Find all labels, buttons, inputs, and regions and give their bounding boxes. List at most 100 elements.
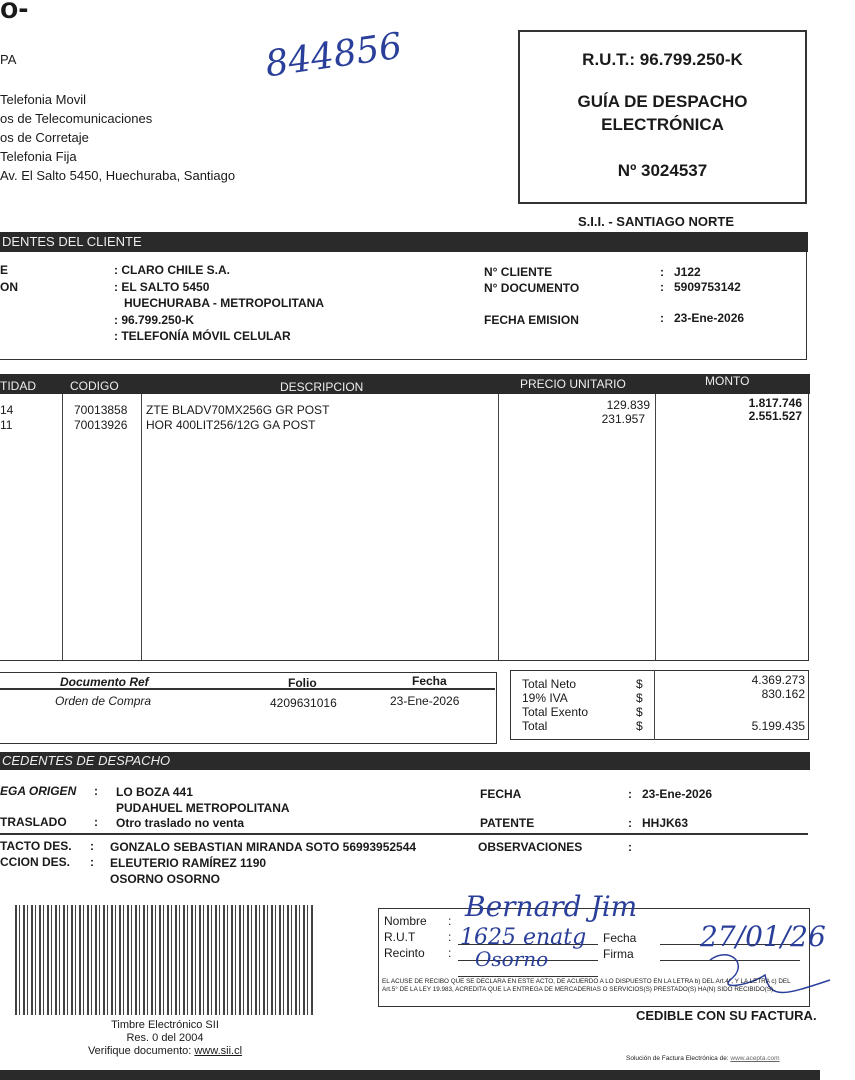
- value: J122: [674, 265, 701, 279]
- label: N° CLIENTE: [484, 265, 553, 279]
- cur: $: [636, 691, 643, 705]
- divider: [654, 670, 655, 740]
- client-labels: E ON: [0, 262, 18, 296]
- dest-address: ELEUTERIO RAMÍREZ 1190: [110, 856, 267, 870]
- total: 5.199.435: [751, 719, 805, 733]
- doc-title-2: ELECTRÓNICA: [601, 115, 724, 134]
- client-header: DENTES DEL CLIENTE: [0, 232, 808, 252]
- price: 231.957: [601, 412, 645, 426]
- document-number: : 5909753142: [660, 280, 741, 294]
- table-row: 11: [0, 418, 12, 432]
- receipt-labels-right: Fecha Firma: [603, 930, 636, 962]
- label: N° DOCUMENTO: [484, 281, 580, 295]
- value: HHJK63: [642, 816, 689, 830]
- handwritten-name: Bernard Jim: [465, 890, 638, 923]
- label: EGA ORIGEN: [0, 784, 77, 798]
- ref-date: 23-Ene-2026: [390, 694, 460, 708]
- issuer-line: Av. El Salto 5450, Huechuraba, Santiago: [0, 168, 236, 183]
- value: 23-Ene-2026: [674, 311, 745, 325]
- contact: GONZALO SEBASTIAN MIRANDA SOTO 569939525…: [110, 840, 417, 854]
- origin: LO BOZA 441: [116, 785, 193, 799]
- cur: $: [636, 719, 643, 733]
- client-box: [0, 252, 807, 360]
- issuer-line: Telefonia Fija: [0, 149, 77, 164]
- divider: [498, 394, 499, 660]
- document-id-box: R.U.T.: 96.799.250-K GUÍA DE DESPACHO EL…: [518, 30, 807, 204]
- colons: :::: [448, 914, 452, 960]
- date-header: Fecha: [412, 674, 447, 688]
- value: 5909753142: [674, 280, 741, 294]
- client-rut: : 96.799.250-K: [114, 312, 195, 327]
- line: [458, 944, 598, 945]
- label: TRASLADO: [0, 815, 67, 829]
- client-info: : CLARO CHILE S.A. : EL SALTO 5450 HUECH…: [114, 262, 324, 345]
- ref-type: Orden de Compra: [55, 694, 152, 708]
- client-number: : J122: [660, 265, 701, 279]
- label: Nombre: [384, 914, 427, 928]
- qty: 11: [0, 418, 13, 432]
- footer-credit: Solución de Factura Electrónica de: www.…: [626, 1055, 780, 1062]
- desc: HOR 400LIT256/12G GA POST: [146, 418, 316, 432]
- label: TACTO DES.: [0, 839, 72, 853]
- stamp-line: Res. 0 del 2004: [126, 1032, 204, 1044]
- label: Firma: [603, 947, 634, 961]
- client-name: : CLARO CHILE S.A.: [114, 263, 230, 277]
- client-city: HUECHURABA - METROPOLITANA: [124, 296, 324, 310]
- line: [660, 960, 800, 961]
- qty: 14: [0, 403, 14, 417]
- stamp-line: Timbre Electrónico SII: [111, 1019, 219, 1031]
- rut: R.U.T.: 96.799.250-K: [582, 50, 743, 69]
- colon: :: [90, 839, 94, 853]
- colon: :: [628, 840, 632, 854]
- iva: 830.162: [761, 687, 805, 701]
- pdf417-barcode: [15, 905, 315, 1015]
- footer-bar: [0, 1070, 820, 1080]
- label: Fecha: [603, 931, 637, 945]
- sii-link[interactable]: www.sii.cl: [194, 1045, 243, 1057]
- dispatch-date: : 23-Ene-2026: [628, 787, 713, 801]
- totals-currency: $ $ $ $: [636, 677, 643, 733]
- issue-date: : 23-Ene-2026: [660, 311, 745, 325]
- doc-title: GUÍA DE DESPACHO: [577, 92, 748, 111]
- transfer-type: Otro traslado no venta: [116, 816, 245, 830]
- dest-city: OSORNO OSORNO: [110, 872, 221, 886]
- ref-header: Documento Ref: [60, 675, 149, 689]
- divider: [655, 394, 656, 660]
- totals-labels: Total Neto 19% IVA Total Exento Total: [522, 677, 588, 733]
- colon: :: [94, 784, 98, 798]
- col-price: PRECIO UNITARIO: [520, 377, 626, 391]
- acepta-link[interactable]: www.acepta.com: [730, 1055, 780, 1062]
- divider: [0, 833, 808, 835]
- code: 70013926: [74, 418, 128, 432]
- handwritten-recinto: Osorno: [475, 947, 549, 971]
- folio: 4209631016: [270, 696, 337, 710]
- cur: $: [636, 705, 643, 719]
- dispatch-header: CEDENTES DE DESPACHO: [0, 752, 810, 770]
- folio-header: Folio: [288, 676, 317, 690]
- issuer-line: os de Corretaje: [0, 130, 89, 145]
- label: 19% IVA: [522, 691, 568, 705]
- col-code: CODIGO: [70, 379, 119, 393]
- footer-text: Solución de Factura Electrónica de:: [626, 1055, 731, 1062]
- col-qty: TIDAD: [0, 379, 36, 393]
- price: 129.839: [606, 398, 650, 412]
- divider: [62, 394, 63, 660]
- handwritten-rut: 1625 enatg: [460, 925, 587, 950]
- totals-values: 4.369.273 830.162 5.199.435: [660, 673, 805, 733]
- label: FECHA EMISION: [484, 313, 579, 327]
- totals-box: [510, 670, 809, 740]
- handwritten-date: 27/01/26: [700, 920, 826, 953]
- label: FECHA: [480, 787, 522, 801]
- amount: 2.551.527: [748, 409, 802, 423]
- client-address: : EL SALTO 5450: [114, 279, 210, 294]
- table-row: 14: [0, 403, 13, 417]
- origin-city: PUDAHUEL METROPOLITANA: [116, 801, 290, 815]
- col-desc: DESCRIPCION: [280, 380, 364, 394]
- issuer-lines: Telefonia Movil os de Telecomunicaciones…: [0, 90, 235, 185]
- col-amount: MONTO: [705, 374, 750, 388]
- line: [660, 944, 800, 945]
- label: Recinto: [384, 946, 425, 960]
- legal-text: EL ACUSE DE RECIBO QUE SE DECLARA EN EST…: [382, 978, 791, 993]
- stamp-line: Verifique documento:: [87, 1045, 195, 1057]
- handwritten-number: 844856: [262, 25, 405, 86]
